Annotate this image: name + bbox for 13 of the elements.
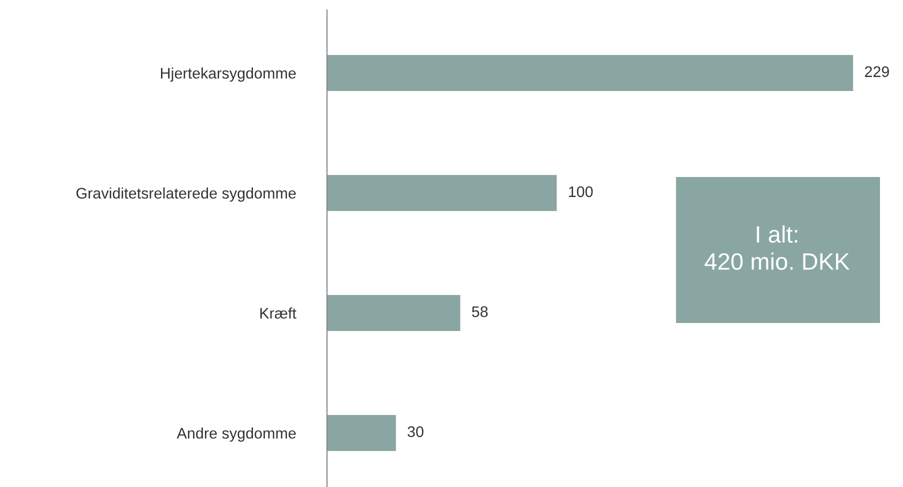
annotation: I alt: 420 mio. DKK	[704, 225, 850, 270]
data-label: 229	[864, 66, 889, 78]
y-tick-label: Andre sygdomme	[176, 427, 296, 442]
y-tick-label: Kræft	[260, 307, 296, 319]
bar	[327, 295, 460, 331]
data-label: 30	[408, 426, 424, 438]
bar	[327, 55, 854, 91]
bar	[327, 175, 557, 211]
bar	[327, 415, 396, 451]
y-tick-label: Graviditetsrelaterede sygdomme	[76, 187, 296, 202]
data-label: 100	[569, 186, 593, 198]
data-label: 58	[472, 306, 488, 318]
y-tick-label: Hjertekarsygdomme	[161, 67, 296, 82]
